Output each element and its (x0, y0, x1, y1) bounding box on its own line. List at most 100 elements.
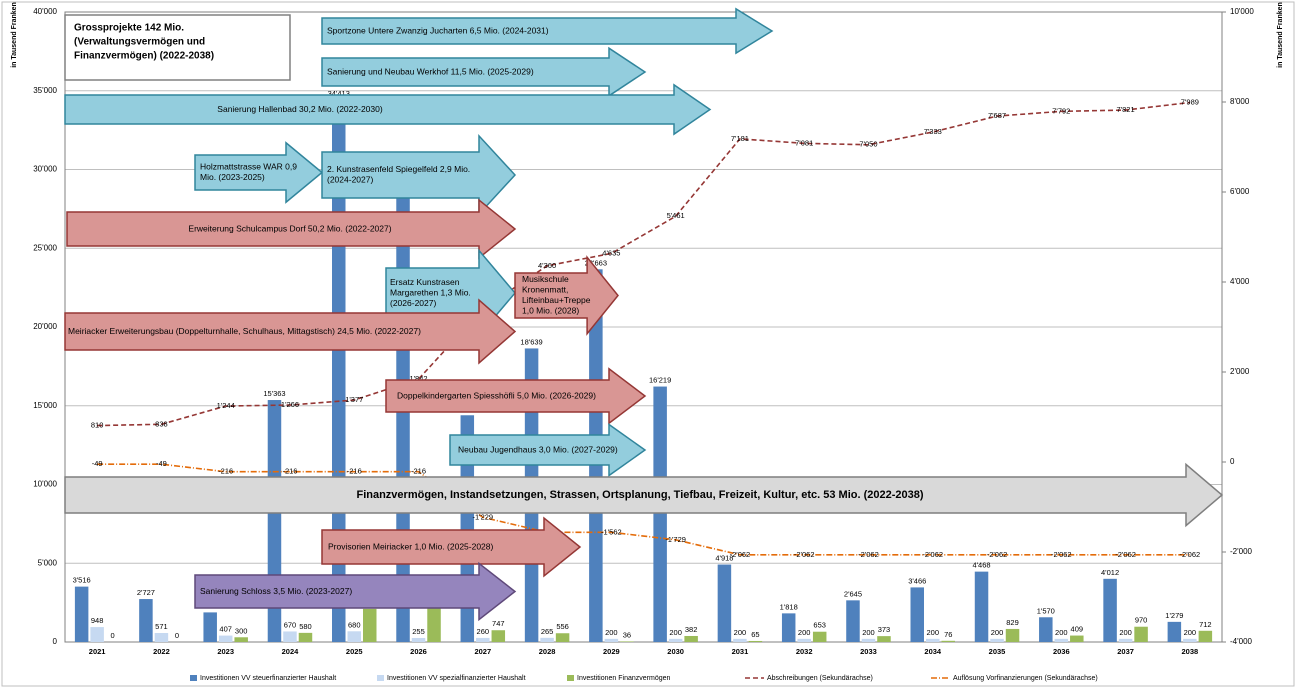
data-label: 970 (1135, 616, 1148, 625)
data-label: 76 (944, 630, 952, 639)
bar (1167, 621, 1182, 642)
y-tick-label: 30'000 (33, 165, 57, 174)
data-label: 0 (175, 631, 179, 640)
data-label: 409 (1071, 625, 1084, 634)
data-label: 4'360 (538, 261, 556, 270)
bar (812, 631, 827, 642)
data-label: 7'792 (1052, 106, 1070, 115)
data-label: 1'279 (1165, 611, 1183, 620)
bar (203, 612, 217, 642)
legend-label: Investitionen VV spezialfinanzierter Hau… (387, 675, 526, 682)
x-tick-label: 2031 (732, 647, 749, 656)
bar (347, 631, 361, 642)
annotation-text: Sanierung und Neubau Werkhof 11,5 Mio. (… (327, 66, 534, 76)
data-label: 15'363 (263, 389, 285, 398)
arrow (64, 462, 1224, 528)
bar (555, 633, 570, 642)
data-label: -2'062 (987, 550, 1008, 559)
data-label: 260 (477, 627, 490, 636)
annotation-text: Mio. (2023-2025) (200, 172, 265, 182)
bar (941, 640, 955, 642)
x-tick-label: 2037 (1117, 647, 1134, 656)
bar (90, 627, 104, 642)
y-axis-label: in Tausend Franken (11, 2, 18, 68)
data-label: 3'516 (73, 576, 91, 585)
data-label: 1'377 (345, 395, 363, 404)
arrow (321, 46, 647, 98)
y2-tick-label: -4'000 (1230, 637, 1253, 646)
bar (491, 630, 506, 642)
title-box (64, 14, 291, 81)
data-label: 200 (991, 628, 1004, 637)
data-label: 300 (235, 626, 248, 635)
data-label: 5'461 (667, 211, 685, 220)
data-label: -2'062 (1115, 550, 1136, 559)
bar (218, 635, 233, 642)
data-label: -2'062 (1180, 550, 1201, 559)
annotation-text: Erweiterung Schulcampus Dorf 50,2 Mio. (… (188, 223, 391, 233)
bar (540, 637, 554, 642)
data-label: 2'727 (137, 588, 155, 597)
y2-axis-label: in Tausend Franken (1277, 2, 1284, 68)
data-label: 18'639 (520, 337, 542, 346)
data-label: 200 (1184, 628, 1197, 637)
x-tick-label: 2022 (153, 647, 170, 656)
bar (139, 599, 153, 642)
y2-tick-label: 4'000 (1230, 277, 1250, 286)
bar (733, 638, 747, 642)
bar (427, 604, 441, 642)
y-tick-label: 0 (53, 637, 58, 646)
data-label: 200 (669, 628, 682, 637)
annotation-text: Sportzone Untere Zwanzig Jucharten 6,5 M… (327, 25, 549, 35)
y2-tick-label: 6'000 (1230, 187, 1250, 196)
y-tick-label: 5'000 (38, 558, 58, 567)
annotation-text: (2024-2027) (327, 175, 373, 185)
data-label: 255 (412, 627, 425, 636)
data-label: 0 (111, 631, 115, 640)
bar (861, 638, 876, 642)
x-tick-label: 2038 (1182, 647, 1199, 656)
data-label: -2'062 (730, 550, 751, 559)
x-tick-label: 2023 (217, 647, 234, 656)
y2-tick-label: 0 (1230, 457, 1235, 466)
bar (846, 600, 860, 642)
bar (283, 631, 297, 642)
bar (604, 638, 619, 642)
x-tick-label: 2034 (924, 647, 942, 656)
data-label: -49 (92, 459, 103, 468)
x-tick-label: 2021 (89, 647, 106, 656)
data-label: -49 (156, 459, 167, 468)
data-label: 829 (1006, 618, 1019, 627)
bar (1118, 638, 1133, 642)
data-label: 7'989 (1181, 97, 1199, 106)
data-label: 7'687 (988, 111, 1006, 120)
data-label: 7'050 (859, 140, 877, 149)
arrow (64, 298, 517, 365)
data-label: 7'821 (1117, 105, 1135, 114)
bar (748, 640, 763, 642)
bar (1183, 638, 1197, 642)
x-tick-label: 2029 (603, 647, 620, 656)
arrow (449, 423, 647, 477)
y-tick-label: 10'000 (33, 480, 57, 489)
arrow (321, 7, 774, 55)
bar (1039, 617, 1053, 642)
annotation-text: 1,0 Mio. (2028) (522, 306, 579, 316)
legend-label: Auflösung Vorfinanzierungen (Sekundärach… (953, 675, 1098, 682)
data-label: 838 (155, 419, 168, 428)
annotation-text: 2. Kunstrasenfeld Spiegelfeld 2,9 Mio. (327, 164, 470, 174)
data-label: 2'645 (844, 589, 862, 598)
data-label: 571 (155, 622, 168, 631)
arrow (514, 255, 619, 336)
data-label: -216 (218, 467, 233, 476)
data-label: 4'012 (1101, 568, 1119, 577)
data-label: -1'562 (601, 527, 622, 536)
data-label: 670 (284, 620, 297, 629)
arrow (321, 516, 582, 578)
bar (363, 608, 377, 642)
bar (476, 637, 490, 642)
y-tick-label: 25'000 (33, 243, 57, 252)
bar (1134, 626, 1148, 642)
x-tick-label: 2030 (667, 647, 684, 656)
